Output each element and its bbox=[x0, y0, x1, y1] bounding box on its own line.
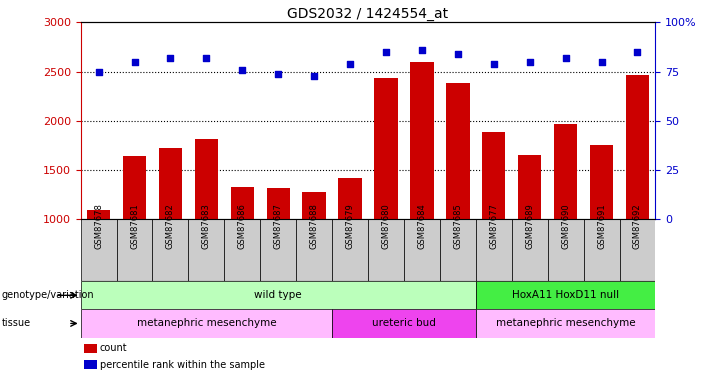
Bar bbox=[224, 219, 260, 281]
Text: GSM87679: GSM87679 bbox=[346, 203, 355, 249]
Point bbox=[452, 51, 463, 57]
Text: GSM87678: GSM87678 bbox=[94, 203, 103, 249]
Text: GSM87688: GSM87688 bbox=[310, 203, 319, 249]
Point bbox=[381, 49, 392, 55]
Bar bbox=[440, 219, 476, 281]
Text: GSM87687: GSM87687 bbox=[273, 203, 283, 249]
Text: count: count bbox=[100, 343, 127, 353]
Text: GSM87681: GSM87681 bbox=[130, 203, 139, 249]
Point bbox=[488, 61, 499, 67]
Text: metanephric mesenchyme: metanephric mesenchyme bbox=[137, 318, 276, 328]
Bar bbox=[153, 219, 189, 281]
Bar bbox=[297, 219, 332, 281]
Point bbox=[560, 55, 571, 61]
Text: GSM87692: GSM87692 bbox=[633, 204, 642, 249]
Bar bbox=[332, 309, 476, 338]
Text: percentile rank within the sample: percentile rank within the sample bbox=[100, 360, 264, 369]
Text: HoxA11 HoxD11 null: HoxA11 HoxD11 null bbox=[512, 290, 619, 300]
Bar bbox=[302, 192, 326, 318]
Bar bbox=[81, 281, 476, 309]
Bar bbox=[189, 219, 224, 281]
Bar bbox=[410, 62, 434, 318]
Text: GSM87683: GSM87683 bbox=[202, 203, 211, 249]
Bar bbox=[195, 139, 218, 318]
Bar bbox=[231, 187, 254, 318]
Text: GSM87680: GSM87680 bbox=[381, 203, 390, 249]
Bar bbox=[116, 219, 153, 281]
Bar bbox=[476, 219, 512, 281]
Point bbox=[129, 59, 140, 65]
Bar bbox=[123, 156, 147, 318]
Text: wild type: wild type bbox=[254, 290, 302, 300]
Bar bbox=[404, 219, 440, 281]
Bar bbox=[584, 219, 620, 281]
Text: tissue: tissue bbox=[1, 318, 31, 328]
Bar bbox=[446, 82, 470, 318]
Bar bbox=[590, 144, 613, 318]
Bar bbox=[620, 219, 655, 281]
Bar bbox=[158, 148, 182, 318]
Bar bbox=[518, 155, 541, 318]
Text: GSM87685: GSM87685 bbox=[454, 203, 463, 249]
Bar bbox=[81, 219, 116, 281]
Point bbox=[165, 55, 176, 61]
Text: GSM87677: GSM87677 bbox=[489, 203, 498, 249]
Point bbox=[200, 55, 212, 61]
Bar bbox=[626, 75, 649, 318]
Point bbox=[344, 61, 355, 67]
Text: GSM87682: GSM87682 bbox=[166, 203, 175, 249]
Bar bbox=[339, 178, 362, 318]
Bar bbox=[87, 210, 110, 318]
Text: GSM87691: GSM87691 bbox=[597, 204, 606, 249]
Text: genotype/variation: genotype/variation bbox=[1, 290, 94, 300]
Bar bbox=[374, 78, 397, 318]
Point bbox=[237, 67, 248, 73]
Point bbox=[416, 47, 428, 53]
Point bbox=[632, 49, 643, 55]
Point bbox=[524, 59, 536, 65]
Text: GSM87689: GSM87689 bbox=[525, 203, 534, 249]
Text: ureteric bud: ureteric bud bbox=[372, 318, 436, 328]
Bar bbox=[554, 124, 578, 318]
Text: GSM87686: GSM87686 bbox=[238, 203, 247, 249]
Bar bbox=[512, 219, 547, 281]
Text: GSM87684: GSM87684 bbox=[417, 203, 426, 249]
Bar bbox=[368, 219, 404, 281]
Bar bbox=[547, 219, 584, 281]
Title: GDS2032 / 1424554_at: GDS2032 / 1424554_at bbox=[287, 8, 449, 21]
Bar bbox=[81, 309, 332, 338]
Bar bbox=[476, 309, 655, 338]
Point bbox=[273, 70, 284, 76]
Bar bbox=[266, 188, 290, 318]
Point bbox=[93, 69, 104, 75]
Point bbox=[308, 73, 320, 79]
Text: metanephric mesenchyme: metanephric mesenchyme bbox=[496, 318, 635, 328]
Text: GSM87690: GSM87690 bbox=[561, 204, 570, 249]
Bar bbox=[260, 219, 297, 281]
Point bbox=[596, 59, 607, 65]
Bar bbox=[476, 281, 655, 309]
Bar bbox=[482, 132, 505, 318]
Bar bbox=[332, 219, 368, 281]
